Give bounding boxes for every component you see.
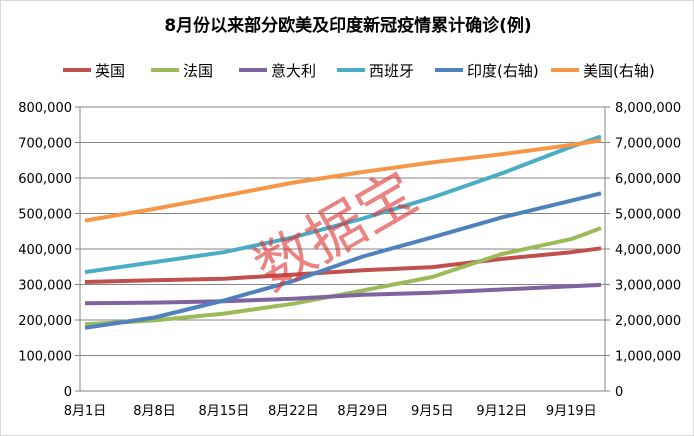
right-tick-label: 7,000,000	[615, 137, 681, 152]
x-tick-label: 9月19日	[546, 404, 597, 419]
x-tick-label: 8月1日	[64, 404, 107, 419]
left-tick-label: 700,000	[18, 137, 72, 152]
x-tick-label: 8月15日	[199, 404, 250, 419]
right-tick-label: 3,000,000	[615, 279, 681, 294]
series-line-意大利	[84, 282, 602, 306]
left-tick-label: 400,000	[18, 243, 72, 258]
x-tick-label: 8月29日	[337, 404, 388, 419]
left-tick-label: 800,000	[18, 101, 72, 116]
legend-label: 美国(右轴)	[583, 62, 655, 80]
legend-label: 意大利	[271, 62, 316, 80]
x-tick-label: 8月8日	[133, 404, 176, 419]
legend-item: 印度(右轴)	[435, 62, 539, 80]
legend-label: 西班牙	[369, 62, 414, 80]
x-tick-label: 9月12日	[476, 404, 527, 419]
series-line-美国(右轴)	[84, 138, 602, 223]
legend-item: 意大利	[239, 62, 316, 80]
chart-title: 8月份以来部分欧美及印度新冠疫情累计确诊(例)	[164, 15, 531, 36]
left-tick-label: 500,000	[18, 208, 72, 223]
legend-item: 西班牙	[337, 62, 414, 80]
legend-item: 法国	[151, 62, 213, 80]
axes: 0 0 100,000 1,000,000 200,000 2,000,000 300,00…	[18, 101, 681, 419]
right-tick-label: 1,000,000	[615, 350, 681, 365]
series-line-印度(右轴)	[84, 191, 602, 330]
legend-item: 美国(右轴)	[551, 62, 655, 80]
x-tick-label: 9月5日	[411, 404, 454, 419]
legend-item: 英国	[63, 62, 125, 80]
legend-label: 法国	[183, 62, 213, 80]
right-tick-label: 2,000,000	[615, 314, 681, 329]
left-tick-label: 200,000	[18, 314, 72, 329]
gridlines	[80, 106, 605, 392]
right-tick-label: 4,000,000	[615, 243, 681, 258]
x-tick-label: 8月22日	[268, 404, 319, 419]
right-tick-label: 5,000,000	[615, 208, 681, 223]
legend: 英国 法国 意大利 西班牙 印度(右轴) 美国(右轴)	[63, 62, 655, 80]
series-line-英国	[84, 246, 602, 284]
left-tick-label: 600,000	[18, 172, 72, 187]
left-tick-label: 100,000	[18, 350, 72, 365]
right-tick-label: 6,000,000	[615, 172, 681, 187]
left-tick-label: 300,000	[18, 279, 72, 294]
legend-label: 英国	[95, 62, 125, 80]
series-line-西班牙	[84, 134, 602, 275]
left-tick-label: 0	[64, 385, 72, 400]
legend-label: 印度(右轴)	[467, 62, 539, 80]
right-tick-label: 8,000,000	[615, 101, 681, 116]
series-lines	[84, 134, 602, 330]
series-line-法国	[84, 226, 602, 327]
right-tick-label: 0	[615, 385, 623, 400]
